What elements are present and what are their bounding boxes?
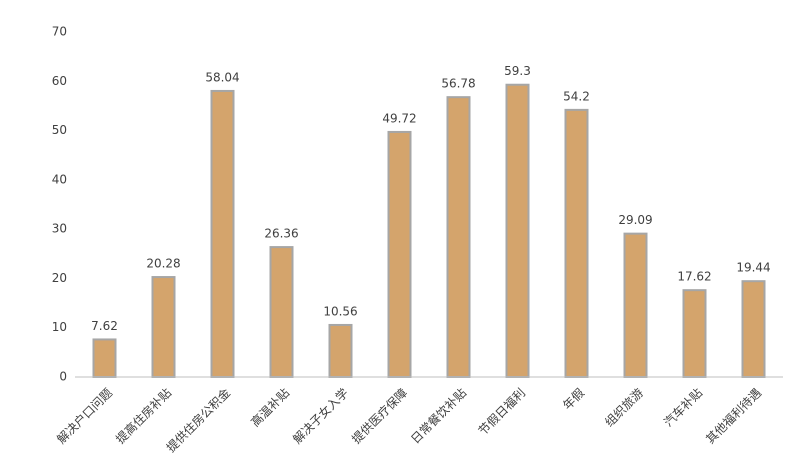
value-label: 10.56 [323, 304, 357, 318]
y-tick-label: 70 [52, 25, 67, 39]
bar [564, 108, 589, 378]
bar [682, 289, 707, 378]
value-label: 20.28 [146, 257, 180, 271]
value-label: 49.72 [382, 111, 416, 125]
x-tick-label: 汽车补贴 [661, 385, 706, 430]
x-tick-label: 节假日福利 [475, 385, 528, 438]
x-tick-label: 年假 [560, 386, 587, 413]
bar [92, 338, 117, 378]
x-tick-label: 组织旅游 [602, 386, 646, 430]
x-tick-label: 解决子女入学 [290, 385, 352, 447]
bar [210, 89, 235, 379]
value-label: 19.44 [736, 261, 770, 275]
y-tick-label: 30 [52, 222, 67, 236]
x-tick-label: 其他福利待遇 [703, 385, 765, 447]
y-tick-label: 60 [52, 74, 67, 88]
value-label: 7.62 [91, 319, 118, 333]
x-tick-label: 日常餐饮补贴 [408, 385, 470, 447]
value-label: 29.09 [618, 213, 652, 227]
value-label: 59.3 [504, 64, 531, 78]
value-label: 56.78 [441, 77, 475, 91]
y-tick-label: 40 [52, 172, 67, 186]
value-label: 58.04 [205, 70, 239, 84]
value-label: 54.2 [563, 89, 590, 103]
bar [446, 96, 471, 379]
bar [328, 323, 353, 378]
bar [623, 232, 648, 378]
y-tick-label: 50 [52, 123, 67, 137]
bar [505, 83, 530, 378]
value-label: 26.36 [264, 227, 298, 241]
y-tick-label: 10 [52, 320, 67, 334]
x-tick-label: 高温补贴 [248, 385, 293, 430]
bar [387, 130, 412, 378]
x-tick-label: 提供医疗保障 [349, 385, 411, 447]
y-tick-label: 20 [52, 271, 67, 285]
x-tick-label: 提高住房补贴 [113, 385, 175, 447]
bar [741, 280, 766, 378]
x-tick-label: 解决户口问题 [54, 385, 116, 447]
bar [151, 276, 176, 379]
y-tick-label: 0 [59, 370, 67, 384]
bar [269, 246, 294, 378]
value-label: 17.62 [677, 270, 711, 284]
